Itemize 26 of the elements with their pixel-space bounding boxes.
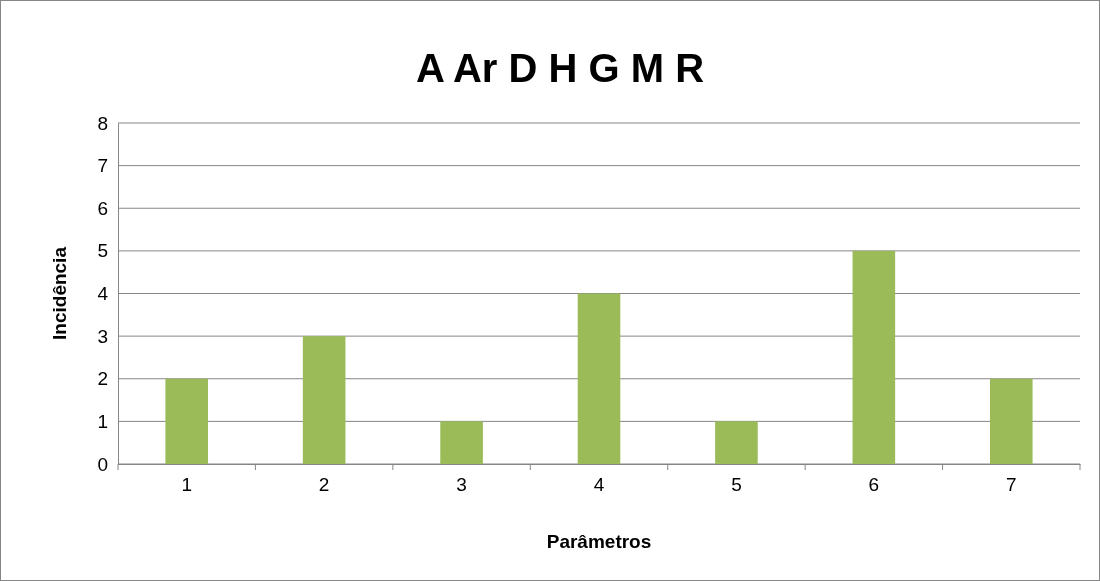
y-tick-label: 1: [97, 410, 108, 432]
y-axis-title: Incidência: [49, 246, 70, 340]
bar: [989, 378, 1033, 464]
bar: [852, 250, 896, 464]
y-tick-label: 6: [97, 197, 108, 219]
x-tick-label: 2: [318, 474, 330, 496]
y-tick-label: 0: [97, 453, 108, 475]
y-tick-label: 2: [97, 368, 108, 390]
y-tick-label: 4: [97, 283, 109, 305]
bar: [302, 336, 346, 464]
bar: [440, 421, 483, 464]
x-tick-label: 5: [731, 474, 742, 496]
x-axis-title: Parâmetros: [546, 531, 652, 552]
x-tick-label: 4: [593, 474, 605, 496]
bar: [165, 378, 209, 464]
y-tick-label: 5: [97, 240, 108, 262]
x-tick-label: 6: [868, 474, 880, 496]
chart-title: A Ar D H G M R: [415, 46, 705, 90]
y-tick-label: 8: [97, 112, 108, 134]
y-tick-label: 3: [97, 325, 108, 347]
x-tick-label: 7: [1006, 474, 1017, 496]
bar: [577, 293, 621, 464]
x-tick-label: 3: [456, 474, 467, 496]
y-tick-label: 7: [97, 155, 108, 177]
x-tick-label: 1: [181, 474, 192, 496]
bar: [715, 421, 758, 464]
